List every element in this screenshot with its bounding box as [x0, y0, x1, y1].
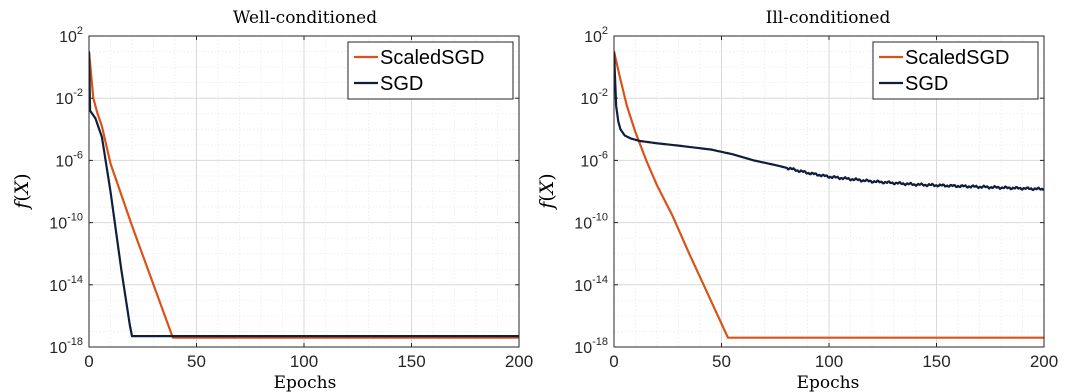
x-axis-label: Epochs [797, 373, 860, 392]
y-axis-label-var: X [536, 179, 558, 196]
legend-box [872, 41, 1039, 100]
series-line-sgd [89, 51, 519, 338]
y-tick-label: 102 [584, 25, 608, 46]
chart-title: Ill-conditioned [766, 8, 891, 28]
y-tick-label: 102 [59, 25, 83, 46]
y-axis-label-f: f [536, 199, 558, 211]
y-axis-label-open: ( [536, 194, 558, 201]
y-tick-label: 10-2 [580, 87, 608, 108]
y-tick-label: 10-10 [574, 212, 608, 233]
y-tick-label: 10-14 [574, 274, 608, 295]
y-axis-label-var: X [11, 179, 33, 196]
legend-label: ScaledSGD [380, 47, 485, 69]
legend-label: ScaledSGD [905, 47, 1010, 69]
x-tick-label: 0 [84, 352, 93, 371]
legend-label: SGD [380, 73, 423, 95]
y-axis-label: f(X) [11, 173, 33, 210]
chart-title: Well-conditioned [233, 8, 377, 28]
y-tick-label: 10-18 [574, 336, 608, 357]
chart-well-conditioned: Well-conditioned Epochs f(X) 0 50 100 150 20… [11, 8, 533, 392]
chart-ill-conditioned: Ill-conditioned Epochs f(X) 0 50 100 150 200… [536, 8, 1058, 392]
series-line-scaledsgd [89, 51, 519, 339]
legend-box [347, 41, 514, 100]
y-tick-label: 10-2 [55, 87, 83, 108]
y-axis-label-close: ) [536, 173, 558, 180]
x-tick-label: 0 [609, 352, 618, 371]
x-tick-label: 100 [815, 352, 843, 371]
y-axis-label: f(X) [536, 173, 558, 210]
legend: ScaledSGD SGD [347, 41, 514, 100]
x-tick-label: 200 [1030, 352, 1058, 371]
x-tick-label: 200 [505, 352, 533, 371]
y-tick-label: 10-18 [49, 336, 83, 357]
x-tick-label: 50 [187, 352, 206, 371]
series-line-scaledsgd [614, 51, 1044, 339]
x-tick-label: 150 [922, 352, 950, 371]
x-tick-label: 100 [290, 352, 318, 371]
y-tick-label: 10-10 [49, 212, 83, 233]
x-tick-label: 50 [712, 352, 731, 371]
y-tick-label: 10-6 [55, 149, 83, 170]
series-line-sgd [614, 51, 1044, 192]
x-tick-label: 150 [397, 352, 425, 371]
y-tick-label: 10-14 [49, 274, 83, 295]
x-axis-label: Epochs [274, 373, 337, 392]
y-axis-label-close: ) [11, 173, 33, 180]
legend: ScaledSGD SGD [872, 41, 1039, 100]
legend-label: SGD [905, 73, 948, 95]
y-axis-label-f: f [11, 199, 33, 211]
y-axis-label-open: ( [11, 194, 33, 201]
y-tick-label: 10-6 [580, 149, 608, 170]
